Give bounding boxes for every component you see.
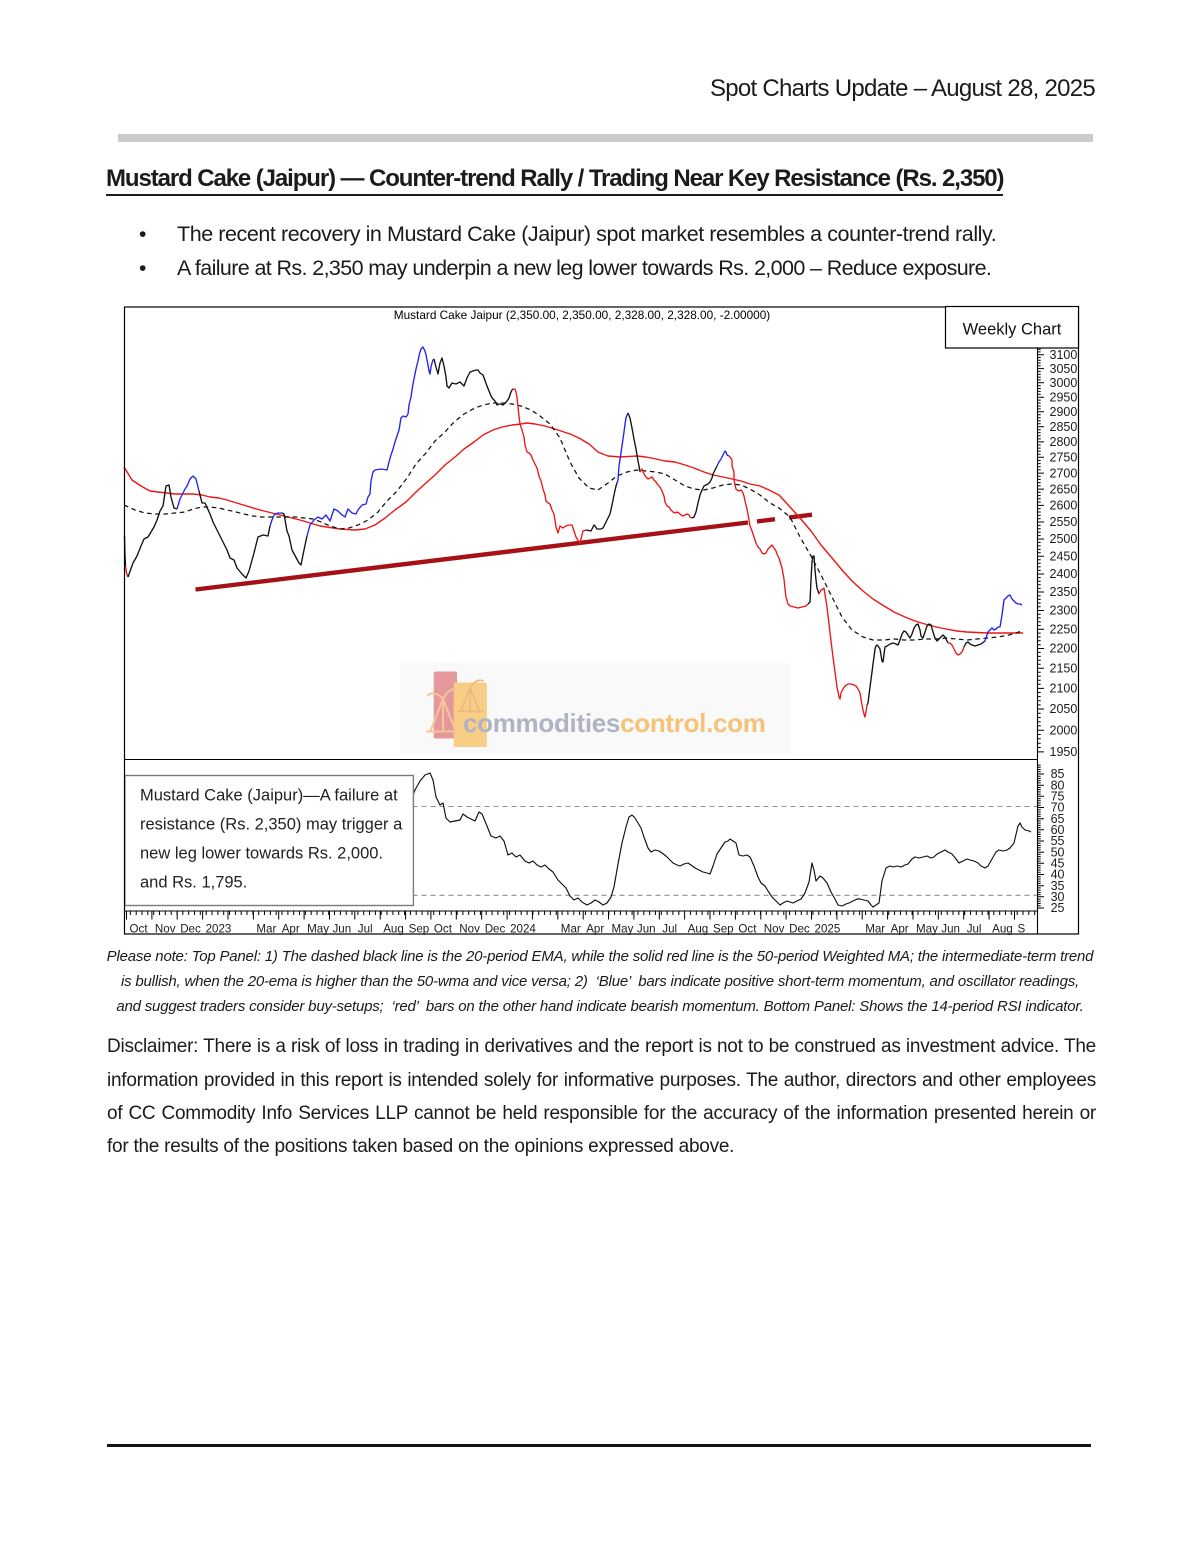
svg-text:commoditiescontrol.com: commoditiescontrol.com: [463, 708, 766, 738]
svg-text:2900: 2900: [1050, 405, 1078, 419]
svg-text:2350: 2350: [1050, 585, 1078, 599]
svg-text:2300: 2300: [1050, 604, 1078, 618]
svg-text:2650: 2650: [1050, 482, 1078, 496]
svg-text:Apr: Apr: [891, 923, 909, 936]
svg-text:2550: 2550: [1050, 515, 1078, 529]
svg-text:50: 50: [1051, 845, 1065, 859]
svg-text:May: May: [916, 923, 938, 936]
svg-text:Nov: Nov: [764, 923, 785, 936]
svg-text:2000: 2000: [1050, 723, 1078, 737]
svg-text:Dec: Dec: [789, 923, 810, 936]
svg-text:65: 65: [1051, 812, 1065, 826]
svg-text:2450: 2450: [1050, 550, 1078, 564]
svg-text:Jun: Jun: [333, 923, 352, 936]
svg-text:Aug: Aug: [383, 923, 404, 936]
svg-text:Mar: Mar: [865, 923, 885, 936]
svg-text:2023: 2023: [206, 923, 232, 936]
svg-text:Aug: Aug: [688, 923, 709, 936]
svg-text:Nov: Nov: [459, 923, 480, 936]
svg-text:Jun: Jun: [941, 923, 960, 936]
svg-text:40: 40: [1051, 868, 1065, 882]
svg-text:80: 80: [1051, 778, 1065, 792]
svg-text:3000: 3000: [1050, 376, 1078, 390]
svg-text:Mar: Mar: [256, 923, 276, 936]
svg-text:Sep: Sep: [409, 923, 430, 936]
svg-text:2250: 2250: [1050, 623, 1078, 637]
svg-text:2050: 2050: [1050, 702, 1078, 716]
svg-text:2200: 2200: [1050, 642, 1078, 656]
svg-text:Sep: Sep: [713, 923, 734, 936]
svg-text:new leg lower towards Rs. 2,00: new leg lower towards Rs. 2,000.: [140, 845, 383, 863]
svg-text:Jun: Jun: [637, 923, 656, 936]
svg-text:Jul: Jul: [358, 923, 373, 936]
svg-text:Mustard Cake (Jaipur)—A failur: Mustard Cake (Jaipur)—A failure at: [140, 787, 398, 805]
svg-text:Apr: Apr: [282, 923, 300, 936]
svg-text:Oct: Oct: [130, 923, 149, 936]
svg-text:Mustard Cake Jaipur (2,350.00,: Mustard Cake Jaipur (2,350.00, 2,350.00,…: [394, 308, 771, 322]
svg-text:2850: 2850: [1050, 420, 1078, 434]
svg-text:35: 35: [1051, 879, 1065, 893]
svg-text:2750: 2750: [1050, 451, 1078, 465]
svg-text:75: 75: [1051, 790, 1065, 804]
svg-text:70: 70: [1051, 801, 1065, 815]
svg-text:Aug: Aug: [992, 923, 1013, 936]
svg-text:resistance (Rs. 2,350) may tri: resistance (Rs. 2,350) may trigger a: [140, 816, 403, 834]
svg-text:and Rs. 1,795.: and Rs. 1,795.: [140, 874, 247, 892]
svg-text:45: 45: [1051, 857, 1065, 871]
svg-text:2600: 2600: [1050, 499, 1078, 513]
svg-text:2400: 2400: [1050, 567, 1078, 581]
svg-text:3100: 3100: [1050, 348, 1078, 362]
svg-text:2024: 2024: [510, 923, 536, 936]
svg-text:60: 60: [1051, 823, 1065, 837]
svg-text:55: 55: [1051, 834, 1065, 848]
svg-text:2800: 2800: [1050, 435, 1078, 449]
svg-text:Jul: Jul: [967, 923, 982, 936]
svg-text:1950: 1950: [1050, 745, 1078, 759]
svg-text:May: May: [612, 923, 634, 936]
svg-text:2150: 2150: [1050, 661, 1078, 675]
svg-text:2100: 2100: [1050, 682, 1078, 696]
svg-text:S: S: [1018, 923, 1026, 936]
svg-text:Oct: Oct: [738, 923, 757, 936]
svg-text:Dec: Dec: [180, 923, 201, 936]
svg-text:2700: 2700: [1050, 466, 1078, 480]
svg-text:Apr: Apr: [586, 923, 604, 936]
svg-text:25: 25: [1051, 901, 1065, 915]
svg-text:Jul: Jul: [662, 923, 677, 936]
svg-text:2025: 2025: [815, 923, 841, 936]
svg-text:Dec: Dec: [485, 923, 506, 936]
svg-text:2500: 2500: [1050, 532, 1078, 546]
svg-text:May: May: [307, 923, 329, 936]
svg-text:85: 85: [1051, 767, 1065, 781]
svg-text:Weekly Chart: Weekly Chart: [963, 321, 1062, 339]
svg-text:3050: 3050: [1050, 362, 1078, 376]
svg-text:30: 30: [1051, 890, 1065, 904]
svg-text:Oct: Oct: [434, 923, 453, 936]
svg-text:Nov: Nov: [155, 923, 176, 936]
svg-text:2950: 2950: [1050, 390, 1078, 404]
svg-text:Mar: Mar: [561, 923, 581, 936]
